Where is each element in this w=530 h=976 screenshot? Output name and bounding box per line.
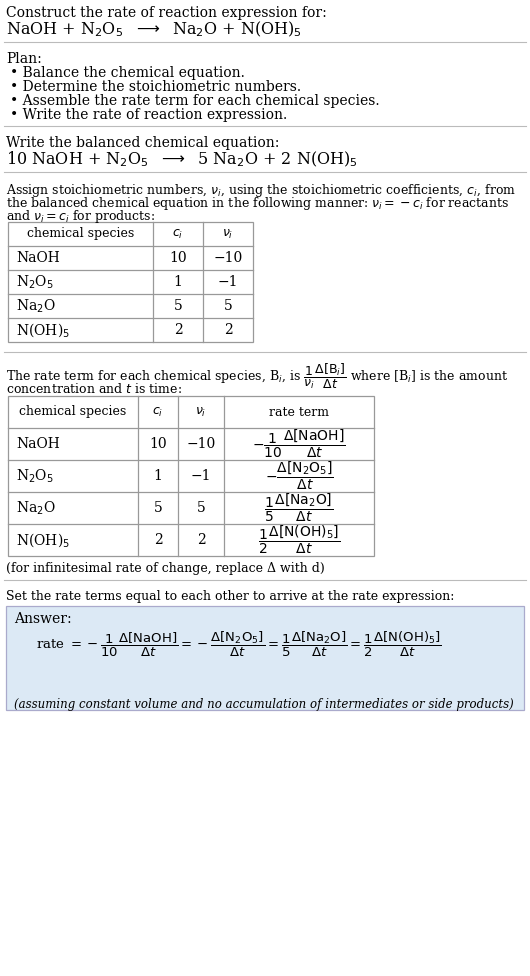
Text: • Balance the chemical equation.: • Balance the chemical equation. — [10, 66, 245, 80]
Bar — [8, 222, 253, 342]
Text: the balanced chemical equation in the following manner: $\nu_i = -c_i$ for react: the balanced chemical equation in the fo… — [6, 195, 509, 212]
Text: 1: 1 — [154, 469, 162, 483]
Text: chemical species: chemical species — [20, 405, 127, 419]
Text: 1: 1 — [173, 275, 182, 289]
Text: • Determine the stoichiometric numbers.: • Determine the stoichiometric numbers. — [10, 80, 301, 94]
Text: NaOH: NaOH — [16, 437, 60, 451]
Text: Answer:: Answer: — [14, 612, 72, 626]
Text: −1: −1 — [218, 275, 238, 289]
Text: N$_2$O$_5$: N$_2$O$_5$ — [16, 273, 54, 291]
Bar — [6, 606, 524, 710]
Text: N(OH)$_5$: N(OH)$_5$ — [16, 321, 70, 339]
Text: 2: 2 — [174, 323, 182, 337]
Text: 10: 10 — [169, 251, 187, 265]
Text: 5: 5 — [174, 299, 182, 313]
Text: N(OH)$_5$: N(OH)$_5$ — [16, 531, 70, 549]
Text: Plan:: Plan: — [6, 52, 42, 66]
Text: • Assemble the rate term for each chemical species.: • Assemble the rate term for each chemic… — [10, 94, 379, 108]
Text: rate term: rate term — [269, 405, 329, 419]
Text: concentration and $t$ is time:: concentration and $t$ is time: — [6, 382, 182, 396]
Text: −10: −10 — [214, 251, 243, 265]
Text: $\dfrac{1}{2}\dfrac{\Delta[\mathrm{N(OH)_5}]}{\Delta t}$: $\dfrac{1}{2}\dfrac{\Delta[\mathrm{N(OH)… — [258, 524, 340, 556]
Text: Na$_2$O: Na$_2$O — [16, 298, 56, 314]
Text: 10: 10 — [149, 437, 167, 451]
Text: Assign stoichiometric numbers, $\nu_i$, using the stoichiometric coefficients, $: Assign stoichiometric numbers, $\nu_i$, … — [6, 182, 516, 199]
Text: 5: 5 — [197, 501, 206, 515]
Text: (for infinitesimal rate of change, replace Δ with d): (for infinitesimal rate of change, repla… — [6, 562, 325, 575]
Text: Write the balanced chemical equation:: Write the balanced chemical equation: — [6, 136, 279, 150]
Text: Construct the rate of reaction expression for:: Construct the rate of reaction expressio… — [6, 6, 327, 20]
Text: and $\nu_i = c_i$ for products:: and $\nu_i = c_i$ for products: — [6, 208, 155, 225]
Text: 2: 2 — [154, 533, 162, 547]
Bar — [8, 396, 374, 556]
Text: NaOH: NaOH — [16, 251, 60, 265]
Text: NaOH + N$_2$O$_5$  $\longrightarrow$  Na$_2$O + N(OH)$_5$: NaOH + N$_2$O$_5$ $\longrightarrow$ Na$_… — [6, 20, 302, 39]
Text: 2: 2 — [224, 323, 232, 337]
Text: • Write the rate of reaction expression.: • Write the rate of reaction expression. — [10, 108, 287, 122]
Text: 2: 2 — [197, 533, 206, 547]
Text: −1: −1 — [191, 469, 211, 483]
Text: The rate term for each chemical species, B$_i$, is $\dfrac{1}{\nu_i}\dfrac{\Delt: The rate term for each chemical species,… — [6, 362, 508, 391]
Text: $\nu_i$: $\nu_i$ — [196, 405, 207, 419]
Text: $\nu_i$: $\nu_i$ — [222, 227, 234, 240]
Text: rate $= -\dfrac{1}{10}\dfrac{\Delta[\mathrm{NaOH}]}{\Delta t} = -\dfrac{\Delta[\: rate $= -\dfrac{1}{10}\dfrac{\Delta[\mat… — [36, 630, 442, 659]
Text: chemical species: chemical species — [27, 227, 134, 240]
Text: −10: −10 — [187, 437, 216, 451]
Text: Set the rate terms equal to each other to arrive at the rate expression:: Set the rate terms equal to each other t… — [6, 590, 454, 603]
Text: $c_i$: $c_i$ — [152, 405, 164, 419]
Text: $\dfrac{1}{5}\dfrac{\Delta[\mathrm{Na_2O}]}{\Delta t}$: $\dfrac{1}{5}\dfrac{\Delta[\mathrm{Na_2O… — [264, 492, 334, 524]
Text: $-\dfrac{1}{10}\dfrac{\Delta[\mathrm{NaOH}]}{\Delta t}$: $-\dfrac{1}{10}\dfrac{\Delta[\mathrm{NaO… — [252, 427, 346, 460]
Text: 10 NaOH + N$_2$O$_5$  $\longrightarrow$  5 Na$_2$O + 2 N(OH)$_5$: 10 NaOH + N$_2$O$_5$ $\longrightarrow$ 5… — [6, 150, 358, 170]
Text: 5: 5 — [154, 501, 162, 515]
Text: N$_2$O$_5$: N$_2$O$_5$ — [16, 468, 54, 485]
Text: $c_i$: $c_i$ — [172, 227, 183, 240]
Text: (assuming constant volume and no accumulation of intermediates or side products): (assuming constant volume and no accumul… — [14, 698, 514, 711]
Text: $-\dfrac{\Delta[\mathrm{N_2O_5}]}{\Delta t}$: $-\dfrac{\Delta[\mathrm{N_2O_5}]}{\Delta… — [264, 460, 333, 492]
Text: Na$_2$O: Na$_2$O — [16, 500, 56, 516]
Text: 5: 5 — [224, 299, 232, 313]
